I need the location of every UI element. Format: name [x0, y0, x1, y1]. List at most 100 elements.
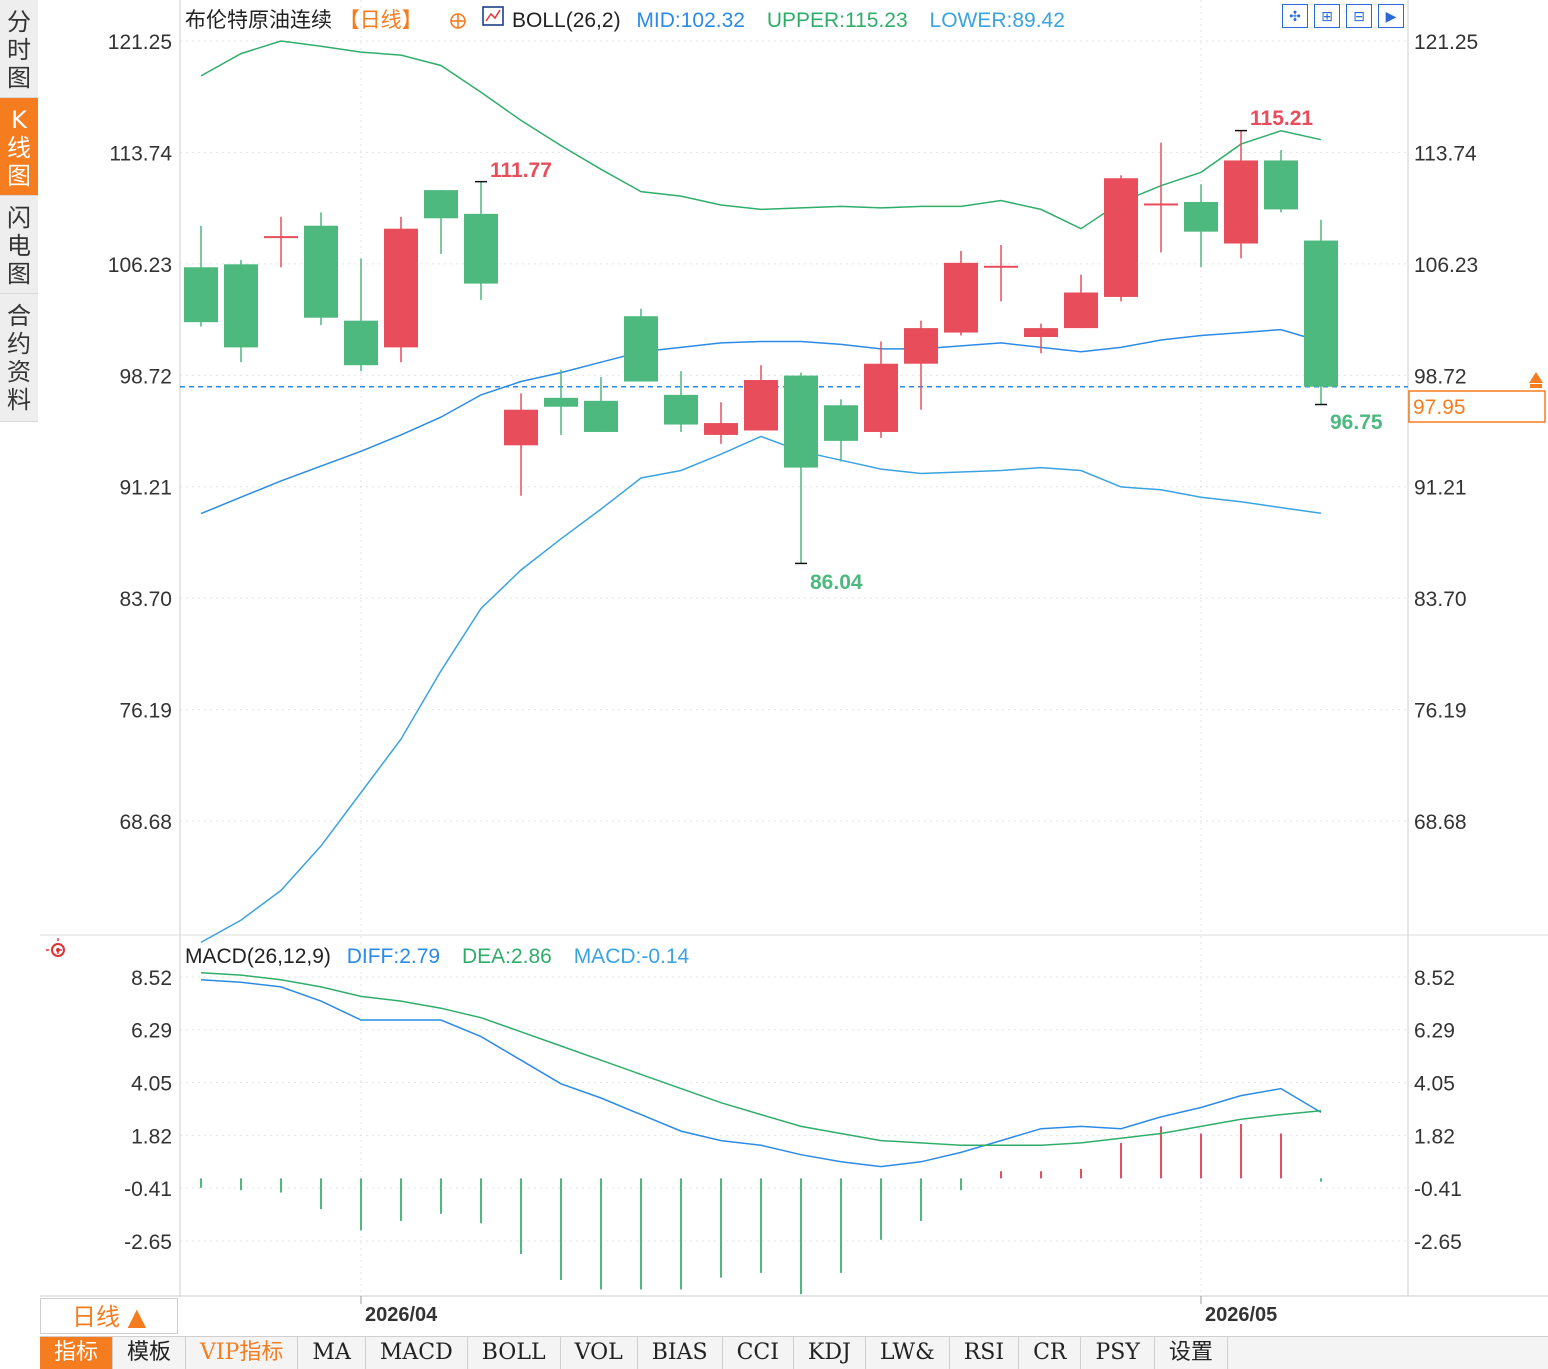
candle-body — [184, 267, 218, 323]
candle-body — [584, 400, 618, 432]
bottom-tab-7[interactable]: BIAS — [638, 1337, 723, 1369]
bottom-tab-8[interactable]: CCI — [723, 1337, 794, 1369]
bottom-tab-11[interactable]: RSI — [950, 1337, 1020, 1369]
side-tab-0[interactable]: 分时图 — [0, 0, 38, 98]
candle — [864, 341, 898, 438]
bottom-tab-1[interactable]: 模板 — [113, 1337, 187, 1369]
period-settings-icon[interactable] — [450, 13, 466, 29]
macd-diff-value: DIFF:2.79 — [347, 945, 440, 968]
candle — [1104, 175, 1138, 302]
candle — [624, 308, 658, 382]
bottom-tab-14[interactable]: 设置 — [1155, 1337, 1228, 1369]
bottom-tab-6[interactable]: VOL — [561, 1337, 638, 1369]
macd-tick-right: 1.82 — [1414, 1125, 1455, 1148]
candle-body — [224, 264, 258, 348]
macd-tick-right: 4.05 — [1414, 1073, 1455, 1096]
price-tick-left: 68.68 — [119, 811, 172, 834]
candle — [184, 225, 218, 327]
price-tick-left: 98.72 — [119, 365, 172, 388]
price-tick-left: 113.74 — [109, 142, 172, 165]
candle — [1024, 323, 1058, 354]
price-tick-right: 83.70 — [1414, 588, 1467, 611]
high-marker-1: 111.77 — [490, 159, 552, 182]
candle-body — [1064, 292, 1098, 329]
macd-tick-right: 8.52 — [1414, 967, 1455, 990]
x-label-may: 2026/05 — [1205, 1304, 1277, 1326]
candle-body — [984, 265, 1018, 268]
candle — [264, 216, 298, 268]
toolbar-icons: ✣ ⊞ ⊟ ▶ — [1282, 4, 1404, 28]
candle-body — [704, 423, 738, 435]
candle — [424, 190, 458, 254]
candle — [824, 399, 858, 462]
zoom-in-icon[interactable]: ⊞ — [1314, 4, 1340, 28]
price-tick-right: 76.19 — [1414, 700, 1467, 723]
side-tab-2[interactable]: 闪电图 — [0, 196, 38, 294]
macd-label: MACD(26,12,9) — [185, 945, 331, 968]
macd-dea-line — [200, 971, 1322, 1147]
current-price-box — [1408, 390, 1546, 423]
scroll-right-icon[interactable]: ▶ — [1378, 4, 1404, 28]
macd-hist-value: MACD:-0.14 — [574, 945, 690, 968]
bottom-tab-2[interactable]: VIP指标 — [186, 1337, 299, 1369]
macd-tick-left: 1.82 — [131, 1125, 172, 1148]
period-selector-button[interactable]: 日线 ▲ — [40, 1298, 178, 1334]
low-marker: 86.04 — [810, 571, 863, 594]
candle — [584, 377, 618, 432]
crosshair-icon[interactable]: ✣ — [1282, 4, 1308, 28]
candle — [384, 216, 418, 363]
bottom-tab-4[interactable]: MACD — [366, 1337, 468, 1369]
bottom-tab-13[interactable]: PSY — [1081, 1337, 1155, 1369]
macd-tick-right: -0.41 — [1414, 1178, 1462, 1201]
price-tick-left: 91.21 — [119, 477, 172, 500]
bottom-tab-12[interactable]: CR — [1019, 1337, 1082, 1369]
macd-tick-left: 8.52 — [131, 967, 172, 990]
boll-upper-line — [200, 40, 1322, 230]
bottom-tab-3[interactable]: MA — [298, 1337, 366, 1369]
price-tick-left: 121.25 — [108, 31, 172, 54]
candle-body — [864, 363, 898, 432]
candle — [224, 259, 258, 363]
macd-tick-left: 6.29 — [131, 1020, 172, 1043]
price-alert-icon[interactable] — [1529, 372, 1543, 388]
macd-dea-value: DEA:2.86 — [462, 945, 552, 968]
indicator-chart-icon[interactable] — [482, 6, 504, 26]
bottom-tab-5[interactable]: BOLL — [468, 1337, 561, 1369]
boll-lower-line — [200, 435, 1322, 944]
macd-tick-left: -2.65 — [124, 1231, 172, 1254]
candle — [1304, 219, 1338, 405]
side-tab-3[interactable]: 合约资料 — [0, 294, 38, 422]
candle — [344, 258, 378, 372]
candle-body — [1104, 178, 1138, 297]
macd-tick-right: -2.65 — [1414, 1231, 1462, 1254]
bottom-tab-9[interactable]: KDJ — [794, 1337, 866, 1369]
candle-body — [1264, 160, 1298, 210]
price-tick-right: 106.23 — [1414, 254, 1478, 277]
instrument-title: 布伦特原油连续 — [185, 8, 332, 32]
x-label-apr: 2026/04 — [365, 1304, 438, 1326]
candle-body — [264, 236, 298, 239]
candle-body — [1024, 328, 1058, 338]
candle — [504, 393, 538, 496]
high-marker-2: 115.21 — [1250, 107, 1313, 130]
price-tick-right: 113.74 — [1414, 142, 1477, 165]
candle-body — [304, 225, 338, 318]
candle-body — [944, 262, 978, 333]
candle — [464, 181, 498, 300]
price-tick-right: 98.72 — [1414, 365, 1467, 388]
candle-body — [1184, 201, 1218, 232]
price-tick-right: 91.21 — [1414, 477, 1467, 500]
macd-gear-icon[interactable] — [46, 938, 70, 962]
candle-body — [424, 190, 458, 219]
svg-text:布伦特原油连续 【日线】: 布伦特原油连续 【日线】 — [185, 8, 423, 32]
period-tag: 【日线】 — [339, 8, 423, 32]
candle-body — [1144, 203, 1178, 206]
boll-label: BOLL(26,2) — [512, 9, 621, 32]
last-low-marker: 96.75 — [1330, 411, 1383, 434]
zoom-out-icon[interactable]: ⊟ — [1346, 4, 1372, 28]
bottom-tab-10[interactable]: LW& — [866, 1337, 950, 1369]
bottom-tab-0[interactable]: 指标 — [40, 1337, 114, 1369]
macd-tick-left: -0.41 — [124, 1178, 172, 1201]
